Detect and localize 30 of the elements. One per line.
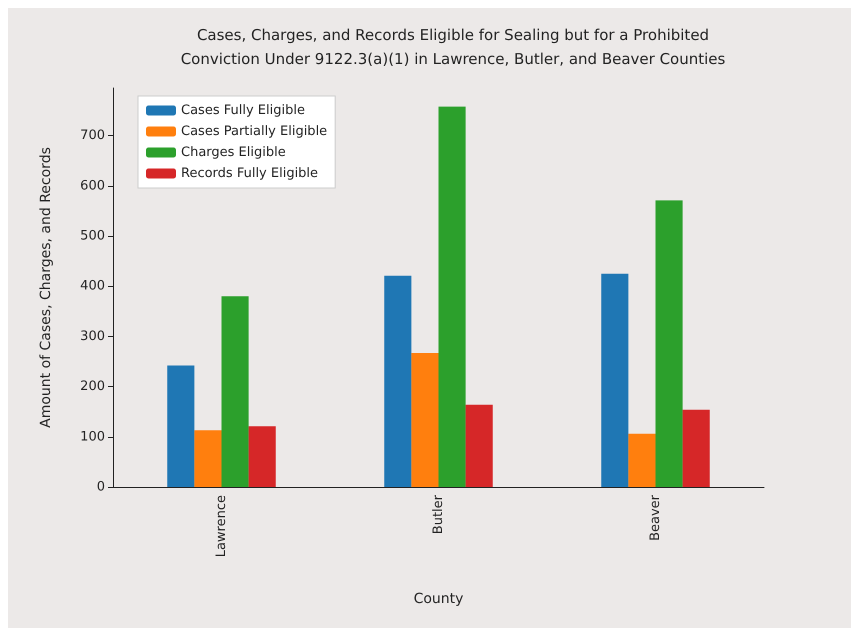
bar bbox=[601, 274, 628, 487]
y-tick-label: 100 bbox=[80, 429, 105, 444]
bar bbox=[384, 276, 412, 487]
y-tick-label: 300 bbox=[80, 328, 105, 344]
bar bbox=[411, 352, 438, 487]
bar bbox=[656, 200, 683, 487]
x-tick-label: Beaver bbox=[648, 494, 663, 541]
bar bbox=[438, 106, 466, 487]
bar bbox=[194, 430, 222, 487]
y-tick-label: 200 bbox=[80, 379, 105, 394]
bar bbox=[682, 410, 710, 487]
y-tick-label: 0 bbox=[96, 480, 105, 494]
legend-label: Cases Fully Eligible bbox=[181, 103, 305, 118]
bar bbox=[167, 366, 194, 487]
y-tick-label: 600 bbox=[80, 178, 105, 194]
bar bbox=[628, 434, 656, 487]
x-tick-label: Butler bbox=[431, 494, 446, 534]
x-tick-label: Lawrence bbox=[214, 495, 229, 558]
x-axis-title: County bbox=[414, 591, 464, 607]
y-tick-label: 400 bbox=[80, 278, 105, 294]
bar bbox=[222, 296, 249, 487]
legend-label: Records Fully Eligible bbox=[181, 166, 318, 181]
legend-label: Charges Eligible bbox=[181, 145, 286, 160]
legend-label: Cases Partially Eligible bbox=[181, 124, 328, 139]
y-tick-label: 700 bbox=[80, 128, 105, 144]
y-tick-label: 500 bbox=[80, 228, 105, 244]
bar bbox=[248, 426, 276, 487]
bar bbox=[466, 404, 493, 487]
y-axis-title: Amount of Cases, Charges, and Records bbox=[38, 147, 54, 428]
chart-title: Cases, Charges, and Records Eligible for Sealing but for a Prohibited Conviction Under 9122.3(a)(1) in Lawrence, Butler, and Beaver Counties bbox=[180, 26, 726, 68]
